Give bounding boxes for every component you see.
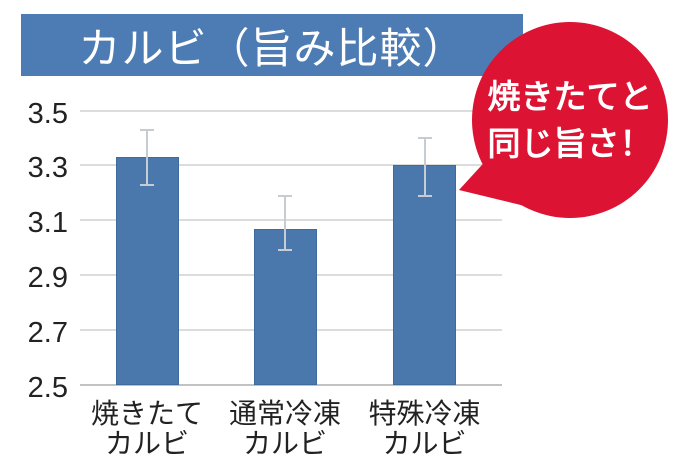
- y-tick-label: 3.1: [27, 207, 68, 240]
- x-category-label-1: 焼きたて カルビ: [72, 399, 222, 459]
- error-bar-cap-top: [278, 194, 292, 197]
- bar-2: [253, 228, 317, 385]
- error-bar-cap-bottom: [417, 194, 432, 197]
- error-bar-cap-top: [417, 136, 432, 139]
- bubble-text-line2: 同じ旨さ！: [487, 125, 653, 162]
- y-tick-label: 3.5: [27, 97, 68, 130]
- x-category-label-line: 焼きたて: [90, 398, 203, 429]
- error-bar-cap-bottom: [278, 249, 292, 252]
- chart-title: カルビ（旨み比較）: [78, 24, 466, 72]
- x-category-label-line: カルビ: [104, 428, 189, 459]
- x-category-label-line: カルビ: [242, 428, 327, 459]
- bubble-text-line1: 焼きたてと: [487, 78, 653, 115]
- x-category-label-line: 通常冷凍: [228, 398, 341, 429]
- gridline-3.5: [80, 109, 502, 112]
- gridline-3.3: [80, 164, 502, 167]
- y-tick-label: 2.7: [27, 317, 68, 350]
- bar-3: [393, 165, 456, 385]
- gridline-2.5: [80, 384, 502, 386]
- bar-1: [115, 157, 179, 385]
- x-category-label-line: カルビ: [382, 428, 467, 459]
- x-category-label-line: 特殊冷凍: [368, 398, 481, 429]
- error-bar-cap-top: [140, 128, 154, 131]
- error-bar-cap-bottom: [140, 183, 154, 186]
- gridline-3.1: [80, 219, 502, 222]
- error-bar-line: [146, 129, 148, 185]
- x-category-label-2: 通常冷凍 カルビ: [210, 399, 360, 459]
- y-tick-label: 3.3: [27, 152, 68, 185]
- title-banner: カルビ（旨み比較）: [21, 14, 523, 76]
- y-tick-label: 2.5: [27, 372, 68, 404]
- speech-bubble: 焼きたてと 同じ旨さ！: [472, 22, 668, 218]
- error-bar-line: [423, 137, 426, 196]
- y-tick-label: 2.9: [27, 262, 68, 295]
- error-bar-line: [284, 195, 286, 251]
- x-category-label-3: 特殊冷凍 カルビ: [350, 399, 500, 459]
